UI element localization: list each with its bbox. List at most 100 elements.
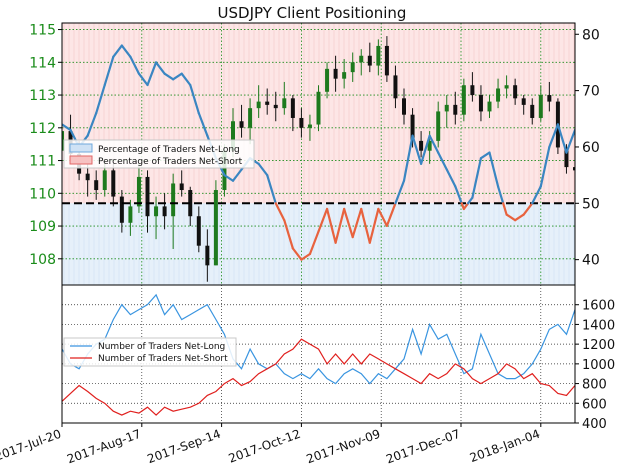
net-long-segment <box>112 44 123 58</box>
net-short-segment <box>368 207 380 244</box>
net-short-segment <box>334 207 346 244</box>
net-long-segment <box>120 44 132 58</box>
candle-body <box>239 121 244 128</box>
candle-body <box>444 104 449 112</box>
candle-body <box>213 190 218 266</box>
candle-body <box>307 124 312 128</box>
count-axis-ticks: 400 600 800 1000 1200 1400 1600 <box>575 299 615 432</box>
percent-axis-ticks: 40 50 60 70 80 <box>575 27 600 269</box>
net-long-segment <box>129 55 141 75</box>
net-long-segment <box>428 134 440 154</box>
candle-body <box>350 62 355 73</box>
net-long-segment <box>539 145 551 188</box>
candle-body <box>205 245 210 266</box>
candle-body <box>119 196 124 223</box>
net-long-segment <box>95 83 106 115</box>
percent-tick-label: 70 <box>582 84 600 100</box>
candle-body <box>427 140 432 151</box>
net-short-segment <box>377 207 388 227</box>
net-long-segment <box>565 128 575 154</box>
net-short-segment <box>283 219 294 250</box>
candle-body <box>402 98 406 115</box>
bottom-panel-frame <box>61 284 576 424</box>
price-tick-label: 115 <box>29 23 56 39</box>
candle-body <box>538 95 543 118</box>
top-legend-box <box>63 139 255 169</box>
candle-body <box>299 117 304 128</box>
candle-body <box>179 183 184 191</box>
net-long-segment <box>62 123 72 132</box>
candle-body <box>461 85 466 115</box>
candle-body <box>521 98 526 105</box>
candle-body <box>573 167 575 171</box>
candle-body <box>564 147 569 168</box>
legend-swatch-net-long <box>69 143 93 153</box>
legend-label-percent-net-short: Percentage of Traders Net-Short <box>98 157 243 167</box>
net-long-segment <box>172 72 183 81</box>
date-tick-label: 2017-Sep-14 <box>145 427 222 467</box>
candle-body <box>136 176 141 207</box>
net-long-segment <box>223 174 235 182</box>
net-short-segment <box>343 207 354 239</box>
date-tick-label: 2017-Jul-20 <box>0 427 63 464</box>
net-short-segment <box>462 202 470 211</box>
candle-body <box>478 95 483 112</box>
candle-body <box>248 108 253 128</box>
net-long-segment <box>454 185 463 205</box>
net-long-segment <box>548 123 560 149</box>
net-long-segment <box>556 123 568 154</box>
candle-body <box>316 91 321 125</box>
net-long-segment <box>197 112 209 137</box>
price-tick-label: 110 <box>29 186 56 202</box>
net-long-segment <box>467 196 474 205</box>
candle-body <box>325 68 330 92</box>
count-tick-label: 600 <box>582 397 607 412</box>
candle-body <box>85 173 90 181</box>
candle-body <box>487 101 492 112</box>
net-short-segment <box>505 213 517 222</box>
net-long-segment <box>445 168 457 188</box>
net-short-segment <box>291 247 303 261</box>
net-long-segment <box>137 72 149 87</box>
net-short-segment <box>514 213 525 222</box>
percent-tick-label: 80 <box>582 27 600 43</box>
count-tick-label: 400 <box>582 417 607 432</box>
net-short-segment <box>351 207 363 239</box>
candle-body <box>513 85 518 99</box>
net-short-segment <box>360 207 371 244</box>
candle-body <box>342 72 347 79</box>
net-short-segment <box>308 230 320 256</box>
net-long-segment <box>86 112 98 137</box>
candle-body <box>367 55 372 66</box>
candle-body <box>128 206 133 223</box>
price-tick-label: 111 <box>29 154 56 170</box>
price-axis-ticks: 108 109 110 111 112 113 114 115 <box>29 23 62 268</box>
candle-body <box>410 114 415 141</box>
candle-body <box>171 183 176 217</box>
net-short-segment <box>274 202 286 222</box>
candle-body <box>290 98 295 118</box>
candle-body <box>273 104 278 109</box>
price-tick-label: 112 <box>29 121 56 137</box>
candle-body <box>265 101 270 105</box>
candle-body <box>419 140 424 151</box>
percent-tick-label: 60 <box>582 140 600 156</box>
candle-body <box>188 190 193 217</box>
net-long-segment <box>189 83 200 115</box>
candle-body <box>282 98 287 109</box>
count-tick-label: 1400 <box>582 318 615 333</box>
count-net-short-line <box>62 338 575 416</box>
net-long-segment <box>411 134 423 165</box>
net-long-segment <box>266 174 277 205</box>
net-short-segment <box>317 207 329 233</box>
candle-body <box>162 206 167 217</box>
candle-body <box>62 131 64 151</box>
date-tick-label: 2017-Oct-12 <box>227 427 303 466</box>
count-tick-label: 1600 <box>582 299 615 314</box>
net-long-segment <box>146 61 158 87</box>
net-long-segment <box>180 72 192 87</box>
net-long-segment <box>479 151 491 160</box>
count-tick-label: 1000 <box>582 358 615 373</box>
net-long-segment <box>471 157 483 199</box>
